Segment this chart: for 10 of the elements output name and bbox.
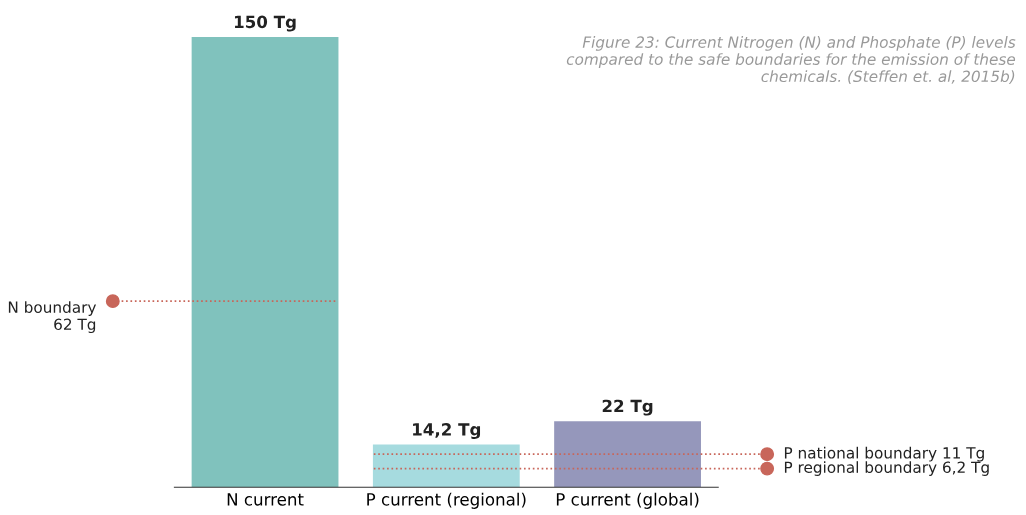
x-tick-label: P current (global) bbox=[556, 492, 699, 509]
data-label: 22 Tg bbox=[602, 399, 653, 416]
ref-line-label: P regional boundary 6,2 Tg bbox=[784, 461, 989, 476]
data-label: 150 Tg bbox=[234, 15, 296, 32]
x-tick-label: P current (regional) bbox=[367, 492, 526, 509]
data-label: 14,2 Tg bbox=[413, 423, 481, 440]
ref-line-label: N boundary 62 Tg bbox=[8, 301, 97, 334]
ref-line-label: P national boundary 11 Tg bbox=[784, 446, 984, 462]
text: Figure 23: Current Nitrogen (N) and Phosphate (P) levels compared to the safe boundaries for the emission of these chemicals. (Steffen et. al, 2015b) bbox=[566, 36, 1016, 84]
x-tick-label: N current bbox=[227, 493, 304, 506]
